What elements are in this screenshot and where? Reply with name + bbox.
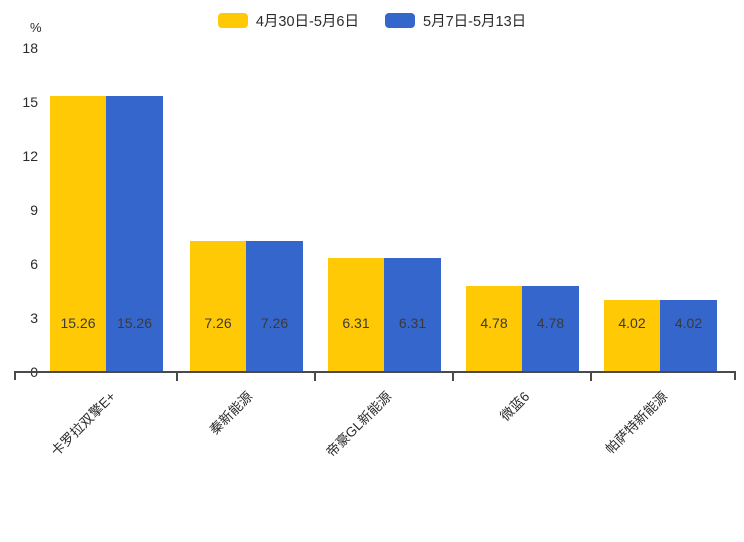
y-axis-tick-12: 12 — [22, 148, 38, 164]
bar-value-label: 4.02 — [674, 315, 703, 331]
y-axis-tick-18: 18 — [22, 40, 38, 56]
bar-value-label: 4.78 — [480, 315, 508, 331]
bar-group-3: 4.78 4.78 — [466, 286, 579, 373]
x-axis-line — [14, 371, 736, 373]
chart-legend: 4月30日-5月6日 5月7日-5月13日 — [0, 10, 744, 31]
bar-chart: 4月30日-5月6日 5月7日-5月13日 % 18 15 12 9 6 3 0… — [0, 10, 744, 460]
x-axis-category-label-1: 秦新能源 — [206, 388, 256, 438]
legend-label-series-2: 5月7日-5月13日 — [423, 14, 527, 30]
legend-swatch-yellow-icon — [217, 13, 248, 28]
y-axis-tick-9: 9 — [30, 202, 38, 218]
bar-value-label: 6.31 — [398, 315, 427, 331]
bar-value-label: 4.02 — [618, 315, 646, 331]
x-axis-category-label-4: 帕萨特新能源 — [602, 388, 671, 457]
x-axis-tick-1 — [176, 373, 178, 381]
bar-series-1-cat-3[interactable]: 4.78 — [466, 286, 522, 373]
bar-value-label: 7.26 — [260, 315, 289, 331]
legend-label-series-1: 4月30日-5月6日 — [255, 14, 359, 30]
bar-group-4: 4.02 4.02 — [604, 300, 717, 373]
x-axis-tick-2 — [314, 373, 316, 381]
x-axis-category-label-3: 微蓝6 — [497, 388, 533, 424]
legend-item-series-1[interactable]: 4月30日-5月6日 — [217, 10, 359, 31]
legend-swatch-blue-icon — [385, 13, 415, 28]
bar-series-2-cat-2[interactable]: 6.31 — [384, 258, 441, 373]
bar-series-2-cat-3[interactable]: 4.78 — [522, 286, 579, 373]
bar-value-label: 6.31 — [342, 315, 370, 331]
bar-group-2: 6.31 6.31 — [328, 258, 441, 373]
bar-group-1: 7.26 7.26 — [190, 241, 303, 373]
plot-area: 15.26 15.26 7.26 7.26 6.31 6.31 4.7 — [14, 46, 736, 373]
x-axis-category-label-0: 卡罗拉双擎E+ — [48, 388, 119, 460]
y-axis-unit-label: % — [30, 20, 42, 35]
legend-item-series-2[interactable]: 5月7日-5月13日 — [385, 10, 526, 31]
bar-value-label: 7.26 — [204, 315, 232, 331]
bar-group-0: 15.26 15.26 — [50, 96, 163, 373]
bar-series-1-cat-0[interactable]: 15.26 — [50, 96, 106, 373]
x-axis-right-cap — [734, 371, 736, 380]
bar-series-2-cat-0[interactable]: 15.26 — [106, 96, 163, 373]
x-axis-tick-4 — [590, 373, 592, 381]
bar-series-1-cat-2[interactable]: 6.31 — [328, 258, 384, 373]
bar-value-label: 15.26 — [116, 315, 153, 331]
bar-value-label: 15.26 — [60, 315, 96, 331]
y-axis-tick-6: 6 — [30, 256, 38, 272]
y-axis-tick-3: 3 — [30, 310, 38, 326]
bar-series-2-cat-1[interactable]: 7.26 — [246, 241, 303, 373]
x-axis-left-cap — [14, 371, 16, 380]
bar-series-2-cat-4[interactable]: 4.02 — [660, 300, 717, 373]
bar-series-1-cat-1[interactable]: 7.26 — [190, 241, 246, 373]
bar-series-1-cat-4[interactable]: 4.02 — [604, 300, 660, 373]
x-axis-tick-3 — [452, 373, 454, 381]
x-axis-category-label-2: 帝豪GL新能源 — [323, 388, 395, 460]
bar-value-label: 4.78 — [536, 315, 565, 331]
y-axis-tick-15: 15 — [22, 94, 38, 110]
